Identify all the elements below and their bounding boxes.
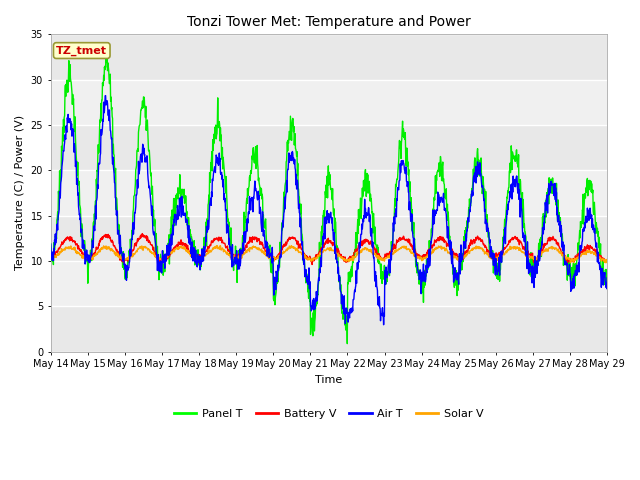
Battery V [416,254,424,260]
Battery V [604,257,611,263]
Solar V [416,255,424,261]
Bar [51,216,607,261]
Battery V [171,244,179,250]
Air T [380,322,387,328]
Air T [171,211,179,217]
Bar [51,35,607,80]
Battery V [233,254,241,260]
Battery V [308,262,316,267]
Battery V [538,247,546,252]
Solar V [171,249,179,254]
Line: Battery V: Battery V [51,234,607,264]
Line: Air T: Air T [51,96,607,325]
Panel T [604,283,611,289]
Air T [157,263,165,269]
Panel T [489,248,497,253]
Air T [102,93,109,98]
Air T [538,239,546,245]
Panel T [233,279,241,285]
Bar [51,306,607,351]
Panel T [102,52,110,58]
X-axis label: Time: Time [316,375,342,384]
Panel T [171,195,179,201]
Air T [489,250,497,256]
Air T [47,241,54,247]
Panel T [47,241,54,247]
Air T [416,269,424,275]
Panel T [157,270,165,276]
Panel T [344,341,351,347]
Legend: Panel T, Battery V, Air T, Solar V: Panel T, Battery V, Air T, Solar V [170,405,488,423]
Air T [604,275,611,281]
Text: TZ_tmet: TZ_tmet [56,46,108,56]
Bar [51,80,607,125]
Panel T [416,271,424,277]
Title: Tonzi Tower Met: Temperature and Power: Tonzi Tower Met: Temperature and Power [187,15,471,29]
Bar [51,170,607,216]
Bar [51,261,607,306]
Bar [51,125,607,170]
Line: Panel T: Panel T [51,55,607,344]
Panel T [538,232,546,238]
Battery V [138,231,146,237]
Solar V [602,260,610,265]
Y-axis label: Temperature (C) / Power (V): Temperature (C) / Power (V) [15,115,25,271]
Battery V [489,255,497,261]
Solar V [604,258,611,264]
Battery V [47,252,54,258]
Solar V [157,256,164,262]
Solar V [47,256,54,262]
Solar V [213,243,221,249]
Solar V [488,255,496,261]
Solar V [233,255,241,261]
Line: Solar V: Solar V [51,246,607,263]
Battery V [157,257,165,263]
Air T [233,260,241,265]
Solar V [538,252,545,258]
